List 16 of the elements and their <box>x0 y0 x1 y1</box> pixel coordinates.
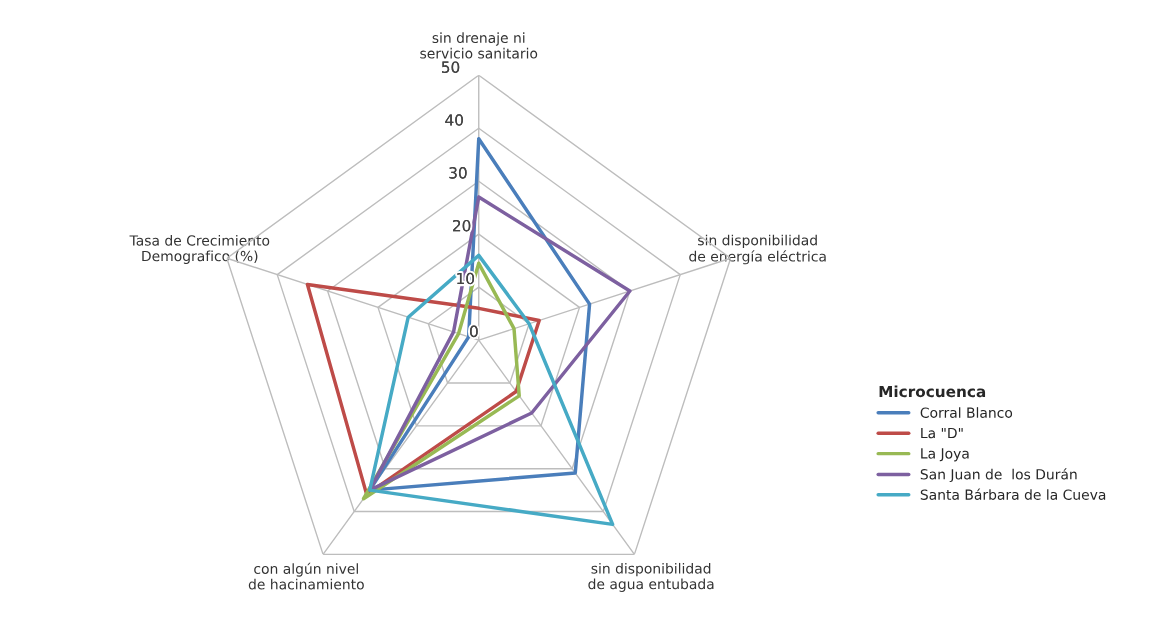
spoke-label: con algún nivel de hacinamiento <box>248 562 364 590</box>
spoke-label: sin disponibilidad de energía eléctrica <box>689 234 826 265</box>
spoke-label: sin disponibilidad de agua entubada <box>588 562 714 592</box>
y-tick-label: 40 <box>445 114 463 126</box>
y-tick-label: 50 <box>442 61 460 73</box>
legend-label: La "D" <box>921 427 963 439</box>
spoke-label: sin drenaje ni servicio sanitario <box>420 32 538 59</box>
legend-label: Santa Bárbara de la Cueva <box>920 488 1106 500</box>
y-tick-label: 30 <box>449 167 467 179</box>
y-tick-label: 0 <box>470 325 478 338</box>
y-tick-label: 20 <box>453 219 471 232</box>
legend-label: Corral Blanco <box>920 407 1013 418</box>
spoke-label: Tasa de Crecimiento Demografico (%) <box>129 234 270 264</box>
legend-label: La Joya <box>921 448 969 462</box>
legend-title: Microcuenca <box>879 385 986 398</box>
legend-label: San Juan de los Durán <box>920 468 1077 483</box>
